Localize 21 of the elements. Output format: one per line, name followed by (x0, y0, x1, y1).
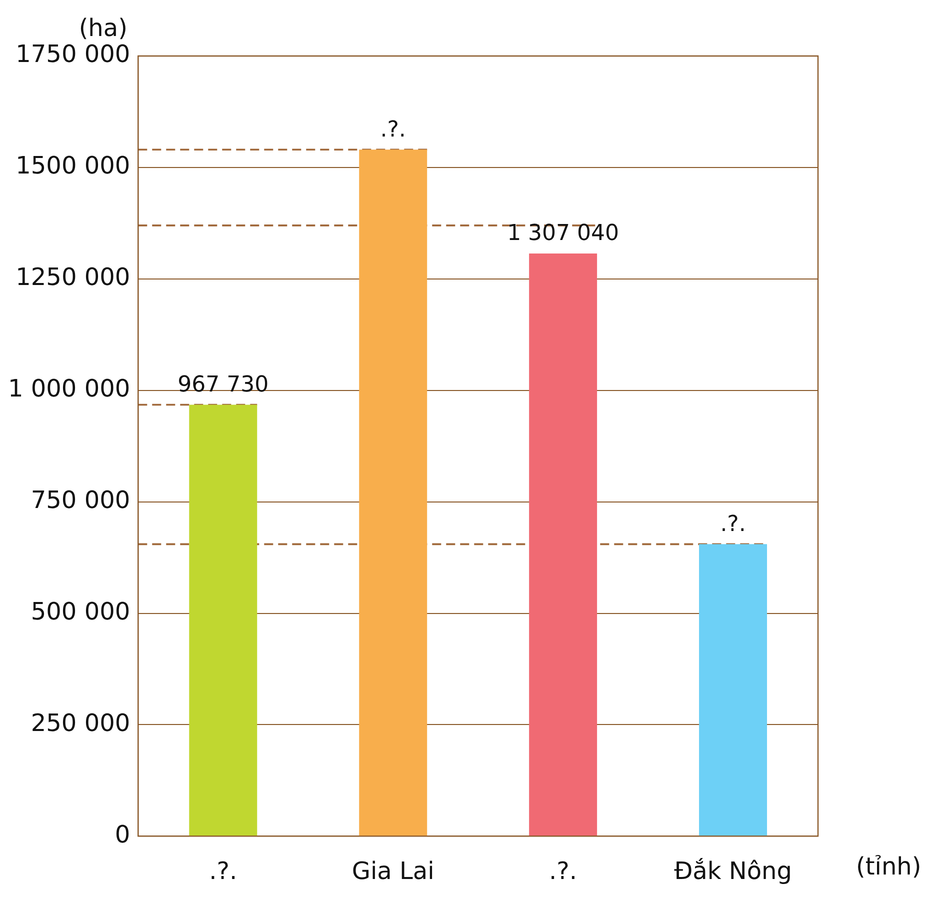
x-tick-label: Gia Lai (352, 856, 434, 885)
x-tick-label: Đắk Nông (674, 856, 792, 885)
bar (699, 544, 768, 836)
y-tick-label: 750 000 (30, 486, 130, 514)
y-tick-label: 1250 000 (16, 263, 130, 292)
data-label: 1 307 040 (507, 221, 620, 246)
bar (529, 253, 598, 836)
x-tick-label: .?. (209, 856, 238, 885)
y-axis-title: (ha) (78, 14, 128, 42)
y-tick-label: 250 000 (30, 708, 130, 737)
x-tick-label: .?. (549, 856, 578, 885)
x-axis-title: (tỉnh) (856, 852, 922, 880)
data-label: .?. (380, 117, 406, 142)
data-label: .?. (720, 512, 746, 537)
bar (359, 150, 428, 836)
y-tick-label: 1500 000 (16, 152, 130, 180)
y-tick-label: 0 (114, 820, 130, 848)
y-tick-label: 1750 000 (16, 40, 130, 68)
y-tick-label: 1 000 000 (8, 374, 130, 403)
y-tick-label: 500 000 (30, 598, 130, 626)
bar (189, 404, 258, 836)
